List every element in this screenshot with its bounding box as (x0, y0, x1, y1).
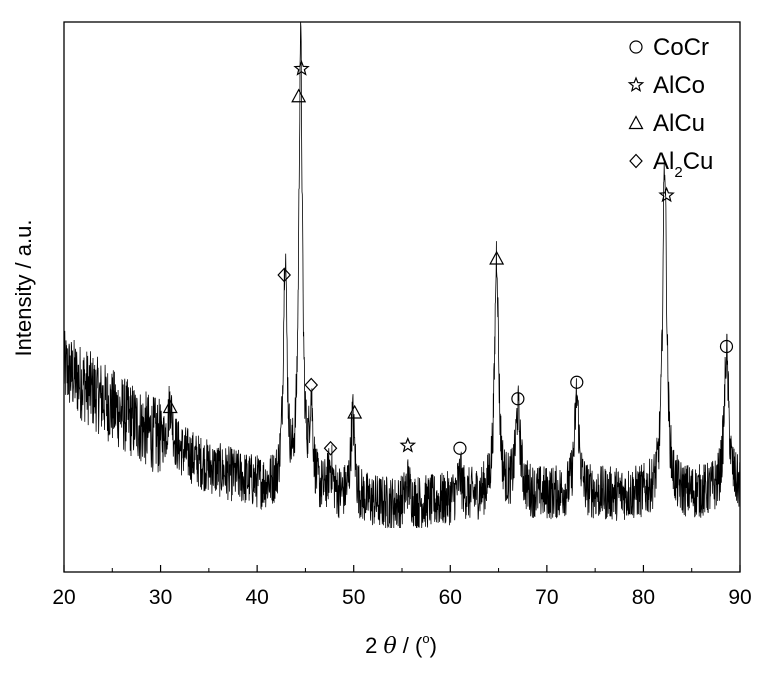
x-tick-label: 20 (52, 586, 75, 609)
x-tick-label: 80 (632, 586, 655, 609)
star-peak-marker (293, 60, 310, 76)
peak-markers (162, 60, 734, 456)
star-peak-marker (399, 436, 417, 453)
x-axis-tick-labels: 20 30 40 50 60 70 80 90 (52, 586, 751, 609)
diffraction-pattern-line (63, 21, 741, 529)
circle-peak-marker (719, 339, 734, 354)
star-peak-marker (658, 186, 675, 203)
x-tick-label: 90 (728, 586, 751, 609)
x-tick-label: 40 (245, 586, 268, 609)
x-axis-ticks (63, 565, 741, 572)
legend-label: AlCo (653, 72, 705, 99)
triangle-legend-icon (628, 115, 644, 130)
circle-peak-marker (570, 375, 584, 389)
diamond-peak-marker (277, 267, 291, 283)
triangle-peak-marker (347, 404, 363, 419)
x-tick-label: 50 (342, 586, 365, 609)
circle-legend-icon (629, 40, 643, 54)
triangle-peak-marker (162, 399, 178, 414)
diamond-peak-marker (323, 440, 338, 456)
x-axis-title-prefix: 2 (365, 633, 377, 658)
x-axis-title-unit-open: / ( (397, 633, 423, 658)
legend-label: AlCu (653, 110, 705, 137)
legend-item: AlCo (627, 72, 705, 99)
legend: CoCr AlCo AlCu Al2Cu (627, 34, 713, 181)
x-tick-label: 30 (149, 586, 172, 609)
y-axis-title: Intensity / a.u. (11, 220, 36, 357)
legend-item: AlCu (628, 110, 705, 137)
x-axis-title: 2 θ / (o) (365, 631, 437, 659)
legend-item: Al2Cu (629, 148, 713, 181)
x-axis-title-theta: θ (383, 634, 396, 659)
legend-label: Al2Cu (653, 148, 713, 181)
x-axis-title-unit-close: ) (430, 633, 437, 658)
triangle-peak-marker (291, 88, 307, 103)
diamond-legend-icon (629, 153, 643, 169)
x-axis-title-degree: o (422, 631, 429, 646)
legend-label: CoCr (653, 34, 709, 61)
diamond-peak-marker (304, 377, 319, 393)
legend-item: CoCr (629, 34, 709, 61)
circle-peak-marker (511, 392, 525, 406)
circle-peak-marker (453, 441, 467, 455)
x-tick-label: 60 (439, 586, 462, 609)
star-legend-icon (627, 76, 645, 93)
x-tick-label: 70 (535, 586, 558, 609)
triangle-peak-marker (489, 250, 505, 265)
